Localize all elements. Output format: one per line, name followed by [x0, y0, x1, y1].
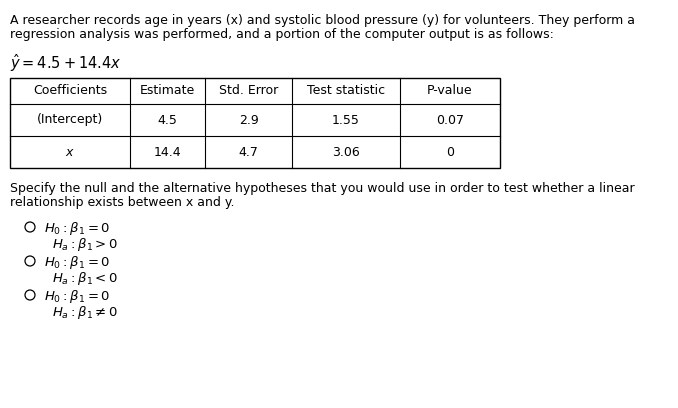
Text: $\hat{y} = 4.5 + 14.4x$: $\hat{y} = 4.5 + 14.4x$ — [10, 52, 121, 74]
Text: 1.55: 1.55 — [332, 113, 360, 126]
Text: 4.7: 4.7 — [239, 146, 258, 158]
Text: Test statistic: Test statistic — [307, 84, 385, 98]
Text: A researcher records age in years (x) and systolic blood pressure (y) for volunt: A researcher records age in years (x) an… — [10, 14, 635, 27]
Text: $x$: $x$ — [65, 146, 75, 158]
Text: regression analysis was performed, and a portion of the computer output is as fo: regression analysis was performed, and a… — [10, 28, 554, 41]
Text: Std. Error: Std. Error — [219, 84, 278, 98]
Bar — [10, 78, 500, 168]
Text: $H_a : \beta_1 < 0$: $H_a : \beta_1 < 0$ — [52, 270, 118, 287]
Text: $H_0 : \beta_1 = 0$: $H_0 : \beta_1 = 0$ — [44, 220, 111, 237]
Text: 3.06: 3.06 — [332, 146, 360, 158]
Text: 14.4: 14.4 — [154, 146, 181, 158]
Text: (Intercept): (Intercept) — [37, 113, 103, 126]
Text: $H_0 : \beta_1 = 0$: $H_0 : \beta_1 = 0$ — [44, 288, 111, 305]
Text: relationship exists between x and y.: relationship exists between x and y. — [10, 196, 235, 209]
Text: 0.07: 0.07 — [436, 113, 464, 126]
Text: 0: 0 — [446, 146, 454, 158]
Text: $H_0 : \beta_1 = 0$: $H_0 : \beta_1 = 0$ — [44, 254, 111, 271]
Text: $H_a : \beta_1 \neq 0$: $H_a : \beta_1 \neq 0$ — [52, 304, 118, 321]
Text: 4.5: 4.5 — [157, 113, 178, 126]
Text: Specify the null and the alternative hypotheses that you would use in order to t: Specify the null and the alternative hyp… — [10, 182, 635, 195]
Text: P-value: P-value — [427, 84, 473, 98]
Text: $H_a : \beta_1 > 0$: $H_a : \beta_1 > 0$ — [52, 236, 118, 253]
Text: 2.9: 2.9 — [239, 113, 258, 126]
Text: Coefficients: Coefficients — [33, 84, 107, 98]
Text: Estimate: Estimate — [140, 84, 195, 98]
